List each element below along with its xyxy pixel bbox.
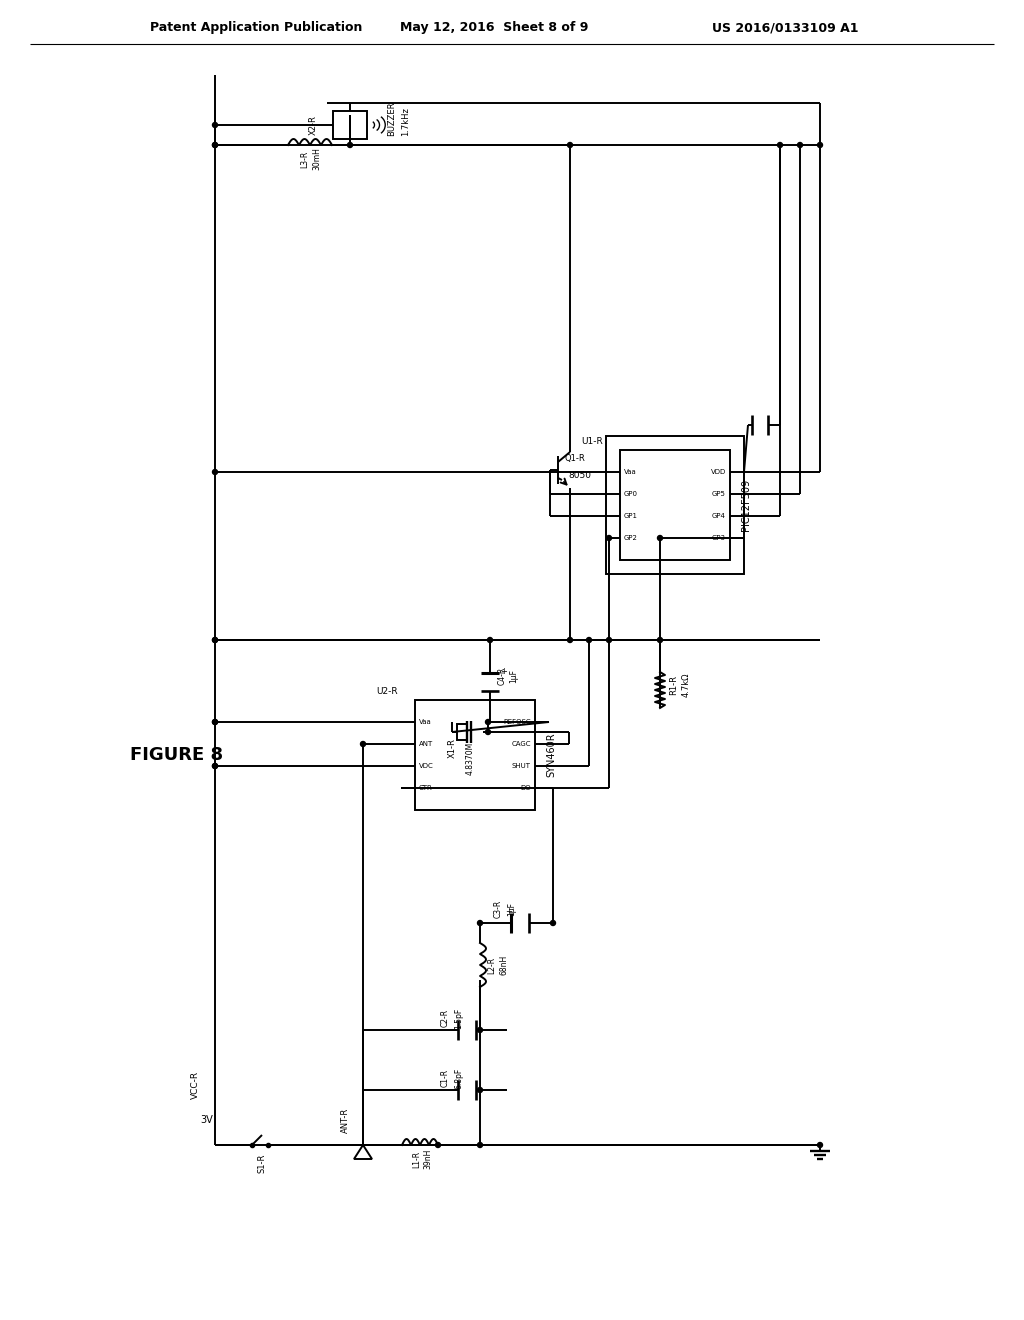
Circle shape [477, 1027, 482, 1032]
Text: GP5: GP5 [712, 491, 726, 498]
Circle shape [477, 1088, 482, 1093]
Circle shape [817, 143, 822, 148]
Circle shape [213, 719, 217, 725]
Circle shape [213, 763, 217, 768]
Circle shape [213, 763, 217, 768]
Circle shape [657, 536, 663, 540]
Text: R1-R: R1-R [670, 675, 679, 696]
Bar [333, 111, 367, 139]
Text: C3-R: C3-R [494, 900, 503, 919]
Text: Vaa: Vaa [419, 719, 432, 725]
Circle shape [213, 470, 217, 474]
Circle shape [360, 742, 366, 747]
Circle shape [567, 143, 572, 148]
Text: L3-R: L3-R [300, 150, 309, 168]
Text: L1-R: L1-R [413, 1151, 422, 1168]
Bar [415, 700, 535, 810]
Text: U1-R: U1-R [582, 437, 603, 446]
Circle shape [485, 730, 490, 734]
Circle shape [213, 638, 217, 643]
Text: +: + [506, 907, 512, 916]
Text: VDD: VDD [711, 469, 726, 475]
Text: 1.7kHz: 1.7kHz [401, 107, 411, 136]
Polygon shape [354, 1144, 372, 1159]
Circle shape [477, 920, 482, 925]
Circle shape [657, 638, 663, 643]
Circle shape [567, 638, 572, 643]
Circle shape [477, 1143, 482, 1147]
Text: BUZZER: BUZZER [387, 102, 396, 136]
Circle shape [606, 638, 611, 643]
Circle shape [587, 638, 592, 643]
Text: GP4: GP4 [712, 513, 726, 519]
Circle shape [213, 638, 217, 643]
Text: 3V: 3V [201, 1115, 213, 1125]
Text: 4.7kΩ: 4.7kΩ [682, 673, 690, 697]
Text: 68nH: 68nH [500, 954, 509, 975]
Text: C4-R: C4-R [498, 667, 507, 685]
Circle shape [777, 143, 782, 148]
Bar [606, 436, 744, 574]
Text: C1-R: C1-R [440, 1069, 450, 1088]
Text: S1-R: S1-R [257, 1154, 266, 1172]
Circle shape [487, 638, 493, 643]
Bar [457, 723, 467, 741]
Circle shape [435, 1143, 440, 1147]
Text: 1μF: 1μF [508, 902, 516, 916]
Text: REFOSC: REFOSC [504, 719, 531, 725]
Text: 1.5pF: 1.5pF [455, 1007, 464, 1028]
Text: CTR: CTR [419, 785, 433, 791]
Text: CAGC: CAGC [512, 741, 531, 747]
Text: Patent Application Publication: Patent Application Publication [150, 21, 362, 34]
Text: X1-R: X1-R [447, 738, 457, 758]
Text: U2-R: U2-R [376, 688, 397, 697]
Circle shape [213, 143, 217, 148]
Text: GP3: GP3 [712, 535, 726, 541]
Text: FIGURE 8: FIGURE 8 [130, 746, 223, 764]
Text: ANT-R: ANT-R [341, 1107, 349, 1133]
Circle shape [213, 143, 217, 148]
Circle shape [798, 143, 803, 148]
Text: Q1-R: Q1-R [564, 454, 586, 462]
Text: GP0: GP0 [624, 491, 638, 498]
Text: DO: DO [520, 785, 531, 791]
Text: ANT: ANT [419, 741, 433, 747]
Circle shape [817, 1143, 822, 1147]
Text: GP1: GP1 [624, 513, 638, 519]
Text: US 2016/0133109 A1: US 2016/0133109 A1 [712, 21, 858, 34]
Text: C2-R: C2-R [440, 1008, 450, 1027]
Text: May 12, 2016  Sheet 8 of 9: May 12, 2016 Sheet 8 of 9 [400, 21, 589, 34]
Text: Vaa: Vaa [624, 469, 637, 475]
Circle shape [213, 719, 217, 725]
Text: X2-R: X2-R [308, 115, 317, 135]
Text: GP2: GP2 [624, 535, 638, 541]
Circle shape [347, 143, 352, 148]
Text: 6.8pF: 6.8pF [455, 1068, 464, 1089]
Circle shape [606, 536, 611, 540]
Text: SHUT: SHUT [512, 763, 531, 770]
Text: 1μF: 1μF [510, 669, 518, 682]
Text: +: + [501, 667, 508, 676]
Text: 30mH: 30mH [312, 148, 322, 170]
Circle shape [485, 719, 490, 725]
Text: VCC-R: VCC-R [190, 1071, 200, 1100]
Circle shape [551, 920, 555, 925]
Text: 4.8370M: 4.8370M [466, 742, 474, 775]
Text: 8050: 8050 [568, 470, 592, 479]
Circle shape [213, 123, 217, 128]
Text: L2-R: L2-R [487, 957, 497, 974]
Bar [620, 450, 730, 560]
Text: SYN460R: SYN460R [546, 733, 556, 777]
Text: 39nH: 39nH [424, 1148, 432, 1170]
Text: VDC: VDC [419, 763, 434, 770]
Text: PIC12F509: PIC12F509 [741, 479, 751, 531]
